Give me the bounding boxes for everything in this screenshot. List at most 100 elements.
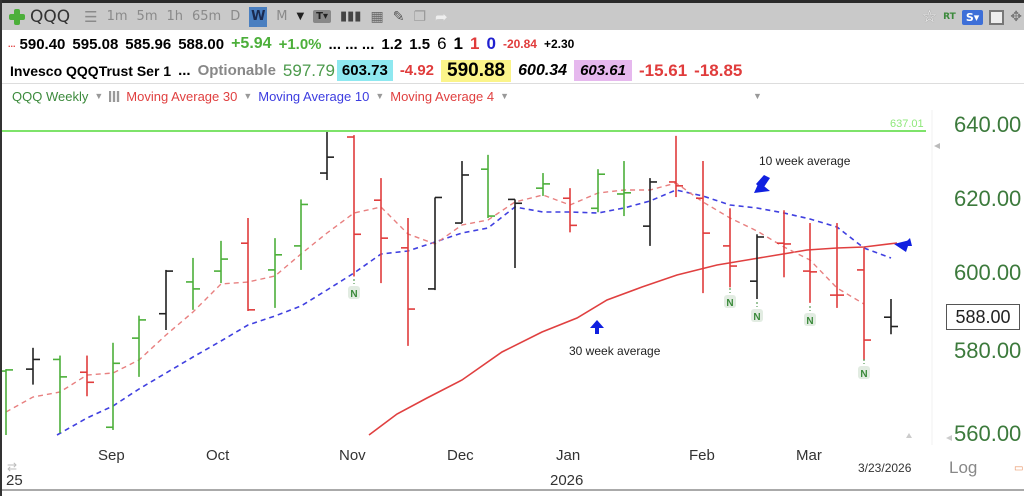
x-month-dec: Dec: [447, 447, 474, 464]
timeframe-1m[interactable]: 1m: [106, 9, 128, 24]
value-5: 600.34: [518, 61, 568, 79]
n-marker-icon: N: [858, 359, 870, 380]
ohlc-bar: [159, 269, 173, 330]
n-markers: N N N N N: [348, 279, 870, 380]
value-4: 1: [453, 34, 464, 53]
move-icon[interactable]: ✥: [1010, 9, 1022, 25]
annotation-10-week: 10 week average: [759, 154, 851, 168]
x-month-feb: Feb: [689, 447, 715, 464]
calendar-add-icon[interactable]: ▦: [370, 8, 384, 25]
x-year: 2026: [550, 472, 584, 489]
ohlc-bar: [669, 135, 683, 198]
change-value: +5.94: [231, 35, 272, 52]
timeframe-65m[interactable]: 65m: [192, 9, 222, 24]
ohlc-bar: [857, 247, 871, 360]
save-icon[interactable]: [989, 9, 1005, 25]
last-price-box: 588.00: [946, 304, 1020, 330]
value-6: 0: [486, 34, 496, 53]
value-1: 597.79: [282, 60, 335, 80]
security-name: Invesco QQQTrust Ser 1: [10, 62, 172, 79]
scroll-arrows-icon[interactable]: ⇄: [7, 460, 18, 474]
legend-ma4[interactable]: Moving Average 4: [390, 88, 495, 104]
scroll-up-icon[interactable]: [906, 433, 912, 438]
date-label: 3/23/2026: [858, 461, 912, 475]
svg-text:N: N: [726, 298, 733, 309]
y-tick-620: 620.00: [954, 186, 1022, 211]
ohlc-bar: [374, 178, 388, 284]
chevron-down-icon[interactable]: ▼: [753, 91, 762, 101]
lock-icon[interactable]: ▭: [1014, 463, 1024, 474]
ohlc-bars: [2, 131, 898, 435]
arrow-30wk-icon: [590, 320, 604, 334]
chevron-down-icon[interactable]: ▼: [243, 91, 253, 101]
value-6: 603.61: [574, 60, 632, 81]
ohlc-bar: [53, 355, 67, 434]
ohlc-bar: [186, 257, 200, 310]
ohlc-bar: [106, 342, 120, 430]
ohlc-bar: [591, 169, 605, 213]
bottom-border: [2, 489, 1024, 491]
settings-dropdown-button[interactable]: S▾: [961, 9, 984, 25]
y-tick-580: 580.00: [954, 338, 1022, 363]
text-tool-icon[interactable]: T▾: [313, 10, 331, 23]
x-month-sep: Sep: [98, 447, 125, 464]
value-7: -20.84: [502, 37, 537, 51]
ohlc-bar: [320, 131, 334, 181]
scroll-left-icon[interactable]: [946, 435, 952, 441]
ohlc-bar: [643, 178, 657, 246]
x-year-left: 25: [6, 472, 23, 489]
value-2: 1.5: [409, 35, 431, 53]
log-toggle[interactable]: Log: [949, 458, 978, 477]
scroll-left-icon[interactable]: [934, 143, 940, 149]
timeframe-m[interactable]: M: [276, 9, 288, 24]
y-tick-560: 560.00: [954, 421, 1022, 446]
timeframe-1h[interactable]: 1h: [166, 9, 183, 24]
ohlc-bar: [241, 218, 255, 311]
symbol-label[interactable]: QQQ: [30, 6, 71, 27]
svg-text:N: N: [350, 289, 357, 300]
arrow-ma30-icon: [894, 240, 910, 252]
toolbar: QQQ ☰ 1m 5m 1h 65m D W M ▼ T▾ ▮▮▮ ▦ ✎ ❐ …: [2, 0, 1024, 30]
arrow-ma30-icon: [902, 238, 912, 246]
quote-row-2: Invesco QQQTrust Ser 1 ... Optionable 59…: [2, 58, 1024, 84]
x-month-nov: Nov: [339, 447, 366, 464]
legend-ma30[interactable]: Moving Average 30: [126, 88, 238, 104]
timeframe-w[interactable]: W: [249, 6, 268, 27]
n-marker-icon: N: [751, 302, 763, 323]
ohlc-bar: [884, 298, 898, 335]
ohlc-bar: [803, 223, 817, 303]
arrow-10wk-icon: [756, 175, 770, 190]
ohlc-bar: [2, 369, 13, 435]
value-4: 590.88: [441, 59, 512, 82]
ohlc-bar: [132, 315, 146, 377]
optionable-label: Optionable: [197, 62, 276, 79]
star-icon[interactable]: ☆: [921, 7, 938, 27]
dots-marker: ...: [8, 39, 16, 49]
value-5: 1: [470, 34, 480, 53]
ohlc-bar: [777, 210, 791, 278]
x-month-mar: Mar: [796, 447, 822, 464]
notes-icon[interactable]: ❐: [413, 8, 426, 25]
timeframe-dropdown-icon[interactable]: ▼: [296, 11, 305, 22]
bar-chart-icon[interactable]: ▮▮▮: [340, 9, 362, 24]
value-1: 1.2: [381, 35, 403, 53]
chevron-down-icon[interactable]: ▼: [94, 91, 104, 101]
x-month-oct: Oct: [206, 447, 230, 464]
chevron-down-icon[interactable]: ▼: [500, 91, 509, 101]
list-icon[interactable]: ☰: [84, 7, 98, 26]
timeframe-d[interactable]: D: [230, 9, 241, 24]
value-2: 603.73: [336, 60, 393, 81]
add-symbol-icon[interactable]: [8, 8, 26, 26]
ohlc-bar: [617, 161, 631, 217]
grid-icon[interactable]: [109, 90, 121, 102]
share-icon[interactable]: ➦: [435, 7, 448, 26]
ohlc-bar: [268, 238, 282, 308]
chevron-down-icon[interactable]: ▼: [375, 91, 385, 101]
pencil-icon[interactable]: ✎: [392, 8, 405, 25]
timeframe-5m[interactable]: 5m: [136, 9, 158, 24]
ohlc-bar: [508, 198, 522, 268]
svg-text:N: N: [753, 312, 760, 323]
legend-series[interactable]: QQQ Weekly: [12, 88, 89, 104]
legend-ma10[interactable]: Moving Average 10: [258, 88, 370, 104]
